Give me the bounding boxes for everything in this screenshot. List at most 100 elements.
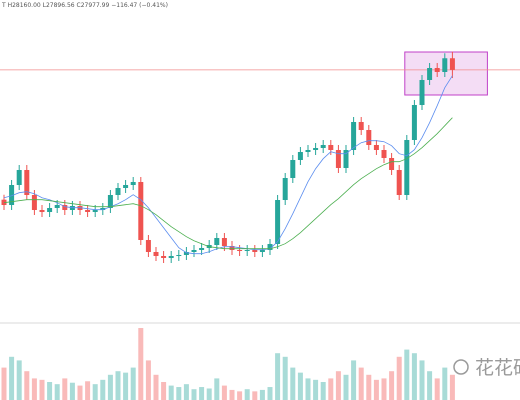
candle-body [259, 250, 265, 252]
volume-bar [92, 384, 98, 400]
volume-bar [335, 371, 341, 400]
candle-body [373, 145, 379, 150]
volume-bar [183, 384, 189, 400]
header: T H28160.00 L27896.56 C27977.99 −116.47 … [1, 2, 168, 9]
candle-body [115, 188, 121, 195]
volume-bar [343, 374, 349, 400]
candle-body [419, 80, 425, 105]
volume-bar [351, 360, 357, 400]
candle-body [335, 150, 341, 168]
volume-bar [24, 371, 30, 400]
volume-bar [130, 367, 136, 400]
candle-body [54, 205, 60, 208]
candle-body [145, 240, 151, 252]
volume-bar [54, 384, 60, 400]
volume-bar [267, 387, 273, 400]
volume-bar [373, 379, 379, 400]
candle-body [191, 250, 197, 252]
candle-body [123, 185, 129, 188]
volume-bar [85, 381, 91, 400]
candle-body [411, 105, 417, 140]
volume-bar [259, 389, 265, 400]
candle-body [381, 150, 387, 158]
volume-bar [434, 378, 440, 400]
volume-bar [16, 360, 22, 400]
candle-body [214, 238, 220, 245]
volume-bar [427, 371, 433, 400]
candle-body [31, 195, 37, 210]
volume-bar [168, 385, 174, 400]
volume-bar [328, 378, 334, 400]
candle-body [47, 208, 53, 212]
volume-bar [145, 360, 151, 400]
volume-bar [176, 387, 182, 400]
volume-bar [69, 382, 75, 400]
volume-bar [31, 378, 37, 400]
candle-body [153, 252, 159, 256]
candle-body [85, 210, 91, 212]
volume-bar [290, 367, 296, 400]
volume-bar [297, 372, 303, 400]
candle-body [396, 170, 402, 195]
volume-bar [47, 382, 53, 400]
volume-bar [107, 374, 113, 400]
moving-average [3, 75, 453, 255]
volume-bar [442, 367, 448, 400]
volume-bar [191, 389, 197, 400]
candle-body [229, 246, 235, 250]
volume-bar [320, 382, 326, 400]
volume-bar [381, 378, 387, 400]
candle-body [427, 68, 433, 80]
volume-bar [115, 371, 121, 400]
candle-body [449, 58, 455, 70]
candle-body [313, 148, 319, 150]
candle-body [351, 122, 357, 150]
candle-body [305, 150, 311, 152]
candle-body [161, 256, 167, 258]
volume-bar [252, 391, 258, 400]
candle-body [62, 205, 68, 210]
volume-bar [305, 378, 311, 400]
moving-average [3, 117, 453, 250]
volume-bar [161, 382, 167, 400]
watermark: 花花研 [475, 357, 520, 379]
candle-body [183, 252, 189, 255]
volume-bar [275, 353, 281, 400]
volume-bar [229, 389, 235, 400]
volume-bar [404, 349, 410, 400]
candle-body [434, 68, 440, 72]
volume-bar [396, 356, 402, 400]
volume-bar [282, 356, 288, 400]
candle-body [16, 170, 22, 185]
candle-body [297, 152, 303, 160]
volume-bar [419, 360, 425, 400]
candle-body [237, 250, 243, 251]
volume-bar [358, 367, 364, 400]
volume-bar [77, 385, 83, 400]
candle-body [221, 238, 227, 246]
volume-bar [449, 374, 455, 400]
candle-body [199, 248, 205, 250]
volume-bar [123, 372, 129, 400]
candle-body [275, 200, 281, 244]
candle-body [442, 58, 448, 72]
volume-bar [1, 367, 7, 400]
candle-body [107, 195, 113, 208]
volume-bar [206, 388, 212, 400]
candle-body [358, 122, 364, 130]
candle-body [92, 210, 98, 212]
volume-bar [389, 371, 395, 400]
volume-bar [411, 353, 417, 400]
candle-body [130, 182, 136, 185]
candle-body [343, 150, 349, 168]
candle-body [389, 158, 395, 170]
volume-bar [153, 374, 159, 400]
candle-body [176, 255, 182, 256]
volume-bar [237, 391, 243, 400]
candle-body [24, 170, 30, 195]
candle-body [9, 185, 15, 205]
candle-body [252, 250, 258, 252]
volume-bar [9, 356, 15, 400]
candle-body [366, 130, 372, 145]
candle-body [320, 145, 326, 148]
